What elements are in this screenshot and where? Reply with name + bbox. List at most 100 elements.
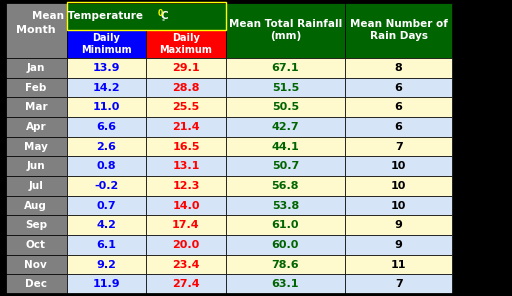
Bar: [146, 117, 226, 137]
Text: 6: 6: [395, 83, 402, 93]
Text: 6.1: 6.1: [96, 240, 116, 250]
Bar: [226, 117, 345, 137]
Bar: [67, 274, 146, 294]
Text: Daily
Maximum: Daily Maximum: [160, 33, 212, 55]
Bar: [146, 30, 226, 58]
Text: 16.5: 16.5: [172, 141, 200, 152]
Bar: [345, 58, 453, 78]
Text: Dec: Dec: [25, 279, 47, 289]
Text: Feb: Feb: [25, 83, 47, 93]
Text: 60.0: 60.0: [272, 240, 299, 250]
Text: Jul: Jul: [28, 181, 44, 191]
Bar: [226, 156, 345, 176]
Bar: [5, 137, 67, 156]
Bar: [226, 58, 345, 78]
Text: Daily
Minimum: Daily Minimum: [81, 33, 132, 55]
Text: 56.8: 56.8: [271, 181, 299, 191]
Text: 13.9: 13.9: [93, 63, 120, 73]
Bar: [5, 255, 67, 274]
Bar: [226, 274, 345, 294]
Bar: [226, 137, 345, 156]
Text: 10: 10: [391, 161, 407, 171]
Bar: [5, 117, 67, 137]
Bar: [226, 255, 345, 274]
Text: 17.4: 17.4: [172, 220, 200, 230]
Bar: [67, 58, 146, 78]
Bar: [226, 196, 345, 215]
Bar: [67, 196, 146, 215]
Text: 14.0: 14.0: [172, 200, 200, 210]
Text: Jan: Jan: [27, 63, 45, 73]
Text: 44.1: 44.1: [271, 141, 299, 152]
Text: C: C: [160, 11, 168, 21]
Text: 7: 7: [395, 279, 402, 289]
Text: 27.4: 27.4: [172, 279, 200, 289]
Bar: [5, 274, 67, 294]
Bar: [67, 97, 146, 117]
Bar: [5, 156, 67, 176]
Bar: [345, 215, 453, 235]
Bar: [146, 274, 226, 294]
Text: 42.7: 42.7: [271, 122, 299, 132]
Text: Mar: Mar: [25, 102, 47, 112]
Text: Month: Month: [16, 25, 56, 35]
Bar: [345, 176, 453, 196]
Bar: [226, 2, 345, 58]
Bar: [67, 176, 146, 196]
Bar: [5, 176, 67, 196]
Text: 63.1: 63.1: [271, 279, 299, 289]
Text: Apr: Apr: [26, 122, 46, 132]
Text: 50.5: 50.5: [272, 102, 299, 112]
Text: 6: 6: [395, 122, 402, 132]
Text: 50.7: 50.7: [272, 161, 299, 171]
Bar: [67, 117, 146, 137]
Text: 28.8: 28.8: [172, 83, 200, 93]
Text: Nov: Nov: [25, 260, 47, 269]
Bar: [226, 235, 345, 255]
Bar: [226, 215, 345, 235]
Bar: [345, 196, 453, 215]
Text: Mean Total Rainfall
(mm): Mean Total Rainfall (mm): [229, 19, 342, 41]
Text: 53.8: 53.8: [272, 200, 299, 210]
Bar: [146, 78, 226, 97]
Text: 10: 10: [391, 181, 407, 191]
Text: 78.6: 78.6: [271, 260, 299, 269]
Bar: [345, 255, 453, 274]
Bar: [146, 215, 226, 235]
Bar: [146, 97, 226, 117]
Bar: [345, 235, 453, 255]
Bar: [345, 274, 453, 294]
Text: 6.6: 6.6: [96, 122, 116, 132]
Bar: [345, 2, 453, 58]
Bar: [5, 78, 67, 97]
Text: 14.2: 14.2: [93, 83, 120, 93]
Text: 67.1: 67.1: [271, 63, 299, 73]
Bar: [67, 2, 226, 30]
Bar: [345, 78, 453, 97]
Text: 7: 7: [395, 141, 402, 152]
Bar: [67, 78, 146, 97]
Text: 29.1: 29.1: [172, 63, 200, 73]
Text: 12.3: 12.3: [172, 181, 200, 191]
Text: 0.8: 0.8: [97, 161, 116, 171]
Bar: [67, 235, 146, 255]
Text: Aug: Aug: [25, 200, 47, 210]
Text: 0.7: 0.7: [97, 200, 116, 210]
Text: 51.5: 51.5: [272, 83, 299, 93]
Bar: [67, 255, 146, 274]
Text: 9.2: 9.2: [96, 260, 116, 269]
Text: 25.5: 25.5: [173, 102, 200, 112]
Text: May: May: [24, 141, 48, 152]
Bar: [67, 156, 146, 176]
Bar: [146, 196, 226, 215]
Bar: [345, 137, 453, 156]
Bar: [5, 2, 67, 58]
Text: 9: 9: [395, 240, 402, 250]
Bar: [146, 176, 226, 196]
Text: Mean Number of
Rain Days: Mean Number of Rain Days: [350, 19, 447, 41]
Bar: [345, 156, 453, 176]
Bar: [226, 176, 345, 196]
Text: Mean Temperature: Mean Temperature: [32, 11, 146, 21]
Text: 11.9: 11.9: [93, 279, 120, 289]
Text: 23.4: 23.4: [172, 260, 200, 269]
